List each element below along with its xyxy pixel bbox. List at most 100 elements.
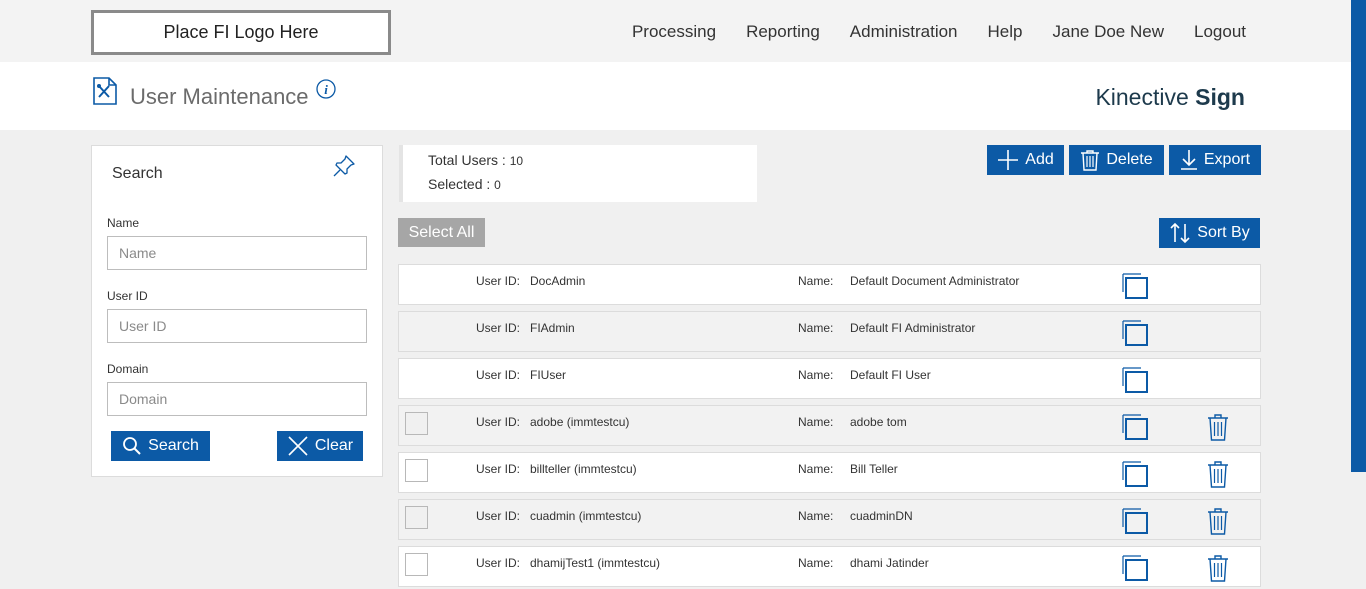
name-field-label: Name:: [798, 321, 834, 335]
search-button[interactable]: Search: [111, 431, 210, 461]
copy-icon[interactable]: [1121, 554, 1149, 582]
name-value: Default FI Administrator: [850, 321, 976, 335]
export-button-label: Export: [1203, 151, 1251, 168]
row-checkbox[interactable]: [405, 412, 428, 435]
user-row[interactable]: User ID: DocAdmin Name: Default Document Ad…: [398, 264, 1261, 305]
page-title: User Maintenance: [130, 84, 309, 109]
scrollbar-thumb[interactable]: [1351, 0, 1366, 472]
search-button-label: Search: [148, 437, 199, 454]
sort-icon: [1170, 222, 1190, 244]
total-users-value: 10: [509, 154, 524, 168]
plus-icon: [998, 150, 1019, 170]
search-panel-title: Search: [112, 165, 163, 182]
user-id-value: DocAdmin: [530, 274, 586, 288]
sort-by-button[interactable]: Sort By: [1159, 218, 1260, 248]
name-field-label: Name:: [798, 368, 834, 382]
main-nav: Processing Reporting Administration Help…: [632, 22, 1246, 42]
copy-icon[interactable]: [1121, 507, 1149, 535]
user-row[interactable]: User ID: FIAdmin Name: Default FI Administr…: [398, 311, 1261, 352]
nav-reporting[interactable]: Reporting: [746, 22, 820, 41]
select-all-button[interactable]: Select All: [398, 218, 485, 247]
total-users: Total Users : 10: [428, 152, 523, 168]
user-id-field-label: User ID:: [476, 462, 521, 476]
nav-logout[interactable]: Logout: [1194, 22, 1246, 41]
copy-icon[interactable]: [1121, 460, 1149, 488]
nav-help[interactable]: Help: [987, 22, 1023, 41]
copy-icon[interactable]: [1121, 319, 1149, 347]
domain-input[interactable]: [107, 382, 367, 416]
domain-label: Domain: [107, 362, 149, 376]
close-icon: [288, 436, 308, 456]
total-users-label: Total Users :: [428, 152, 510, 168]
clear-button-label: Clear: [314, 437, 354, 454]
name-field-label: Name:: [798, 509, 834, 523]
magnifier-icon: [123, 437, 141, 455]
name-field-label: Name:: [798, 556, 834, 570]
download-icon: [1180, 150, 1197, 170]
user-id-field-label: User ID:: [476, 415, 521, 429]
brand-regular: Kinective: [1095, 84, 1196, 110]
user-row[interactable]: User ID: billteller (immtestcu) Name: Bill …: [398, 452, 1261, 493]
user-row[interactable]: User ID: FIUser Name: Default FI User: [398, 358, 1261, 399]
info-icon[interactable]: i: [316, 79, 336, 99]
name-value: adobe tom: [850, 415, 907, 429]
user-id-label: User ID: [107, 289, 148, 303]
product-brand: Kinective Sign: [1095, 84, 1245, 111]
row-checkbox[interactable]: [405, 459, 428, 482]
delete-button-label: Delete: [1106, 151, 1153, 168]
user-row[interactable]: User ID: adobe (immtestcu) Name: adobe tom: [398, 405, 1261, 446]
user-id-value: FIAdmin: [530, 321, 575, 335]
nav-administration[interactable]: Administration: [849, 22, 958, 41]
trash-icon[interactable]: [1207, 413, 1229, 441]
nav-processing[interactable]: Processing: [631, 22, 717, 41]
brand-bold: Sign: [1195, 84, 1245, 110]
page-header: User Maintenance i Kinective Sign: [0, 62, 1351, 130]
user-id-field-label: User ID:: [476, 556, 521, 570]
selected-value: 0: [494, 178, 501, 192]
copy-icon[interactable]: [1121, 366, 1149, 394]
copy-icon[interactable]: [1121, 413, 1149, 441]
user-id-field-label: User ID:: [476, 274, 521, 288]
user-row[interactable]: User ID: cuadmin (immtestcu) Name: cuadminD…: [398, 499, 1261, 540]
top-nav-bar: Place FI Logo Here Processing Reporting …: [0, 0, 1351, 62]
svg-text:i: i: [324, 82, 328, 97]
user-id-value: billteller (immtestcu): [530, 462, 637, 476]
fi-logo-placeholder: Place FI Logo Here: [91, 10, 391, 55]
nav-user-name[interactable]: Jane Doe New: [1052, 22, 1164, 41]
copy-icon[interactable]: [1121, 272, 1149, 300]
clear-button[interactable]: Clear: [277, 431, 363, 461]
selected-label: Selected :: [428, 176, 495, 192]
delete-users-button[interactable]: Delete: [1069, 145, 1164, 175]
user-id-field-label: User ID:: [476, 321, 521, 335]
pin-icon[interactable]: [332, 154, 356, 178]
sort-by-label: Sort By: [1197, 224, 1250, 241]
trash-icon[interactable]: [1207, 460, 1229, 488]
row-checkbox[interactable]: [405, 553, 428, 576]
user-id-value: cuadmin (immtestcu): [530, 509, 642, 523]
user-id-input[interactable]: [107, 309, 367, 343]
name-value: cuadminDN: [850, 509, 913, 523]
add-button-label: Add: [1025, 151, 1054, 168]
name-field-label: Name:: [798, 274, 834, 288]
user-id-value: dhamijTest1 (immtestcu): [530, 556, 661, 570]
name-value: Default Document Administrator: [850, 274, 1020, 288]
selected-count: Selected : 0: [428, 176, 501, 192]
user-row[interactable]: User ID: dhamijTest1 (immtestcu) Name: dham…: [398, 546, 1261, 587]
user-id-field-label: User ID:: [476, 509, 521, 523]
trash-icon[interactable]: [1207, 554, 1229, 582]
user-stats: Total Users : 10 Selected : 0: [399, 145, 757, 202]
user-id-value: FIUser: [530, 368, 566, 382]
name-value: dhami Jatinder: [850, 556, 929, 570]
user-id-field-label: User ID:: [476, 368, 521, 382]
add-user-button[interactable]: Add: [987, 145, 1064, 175]
name-input[interactable]: [107, 236, 367, 270]
row-checkbox[interactable]: [405, 506, 428, 529]
trash-icon: [1081, 150, 1100, 171]
trash-icon[interactable]: [1207, 507, 1229, 535]
name-field-label: Name:: [798, 462, 834, 476]
user-id-value: adobe (immtestcu): [530, 415, 630, 429]
export-button[interactable]: Export: [1169, 145, 1261, 175]
name-value: Bill Teller: [850, 462, 898, 476]
search-panel: Search Name User ID Domain Search Clear: [91, 145, 383, 477]
user-maintenance-icon: [93, 77, 117, 105]
